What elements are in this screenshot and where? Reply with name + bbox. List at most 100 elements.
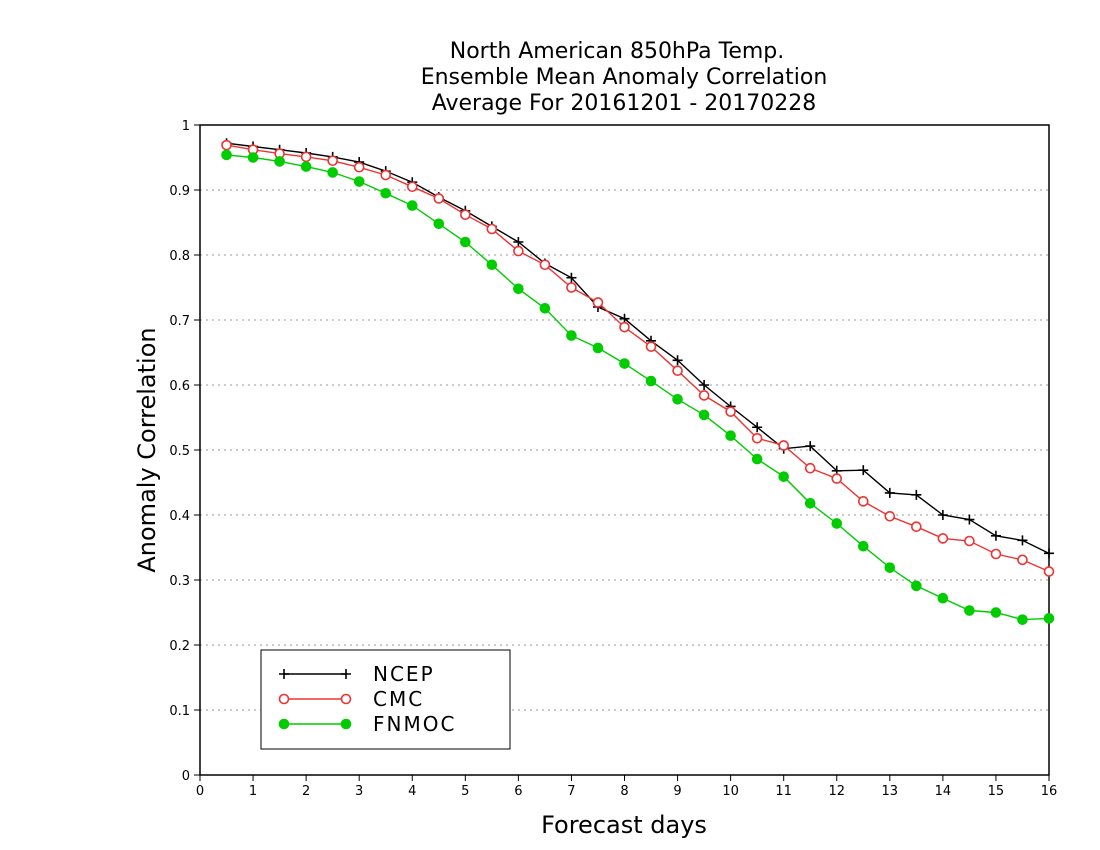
data-point-cmc bbox=[1043, 566, 1055, 577]
data-point-cmc bbox=[778, 440, 789, 451]
data-point-fnmoc bbox=[778, 471, 789, 482]
y-tick-label: 0.6 bbox=[169, 379, 190, 394]
y-tick-label: 0 bbox=[182, 769, 190, 784]
data-point-fnmoc bbox=[221, 149, 232, 161]
series-cmc bbox=[221, 139, 1055, 577]
x-tick-label: 5 bbox=[461, 784, 469, 799]
data-point-ncep bbox=[566, 272, 577, 283]
data-point-cmc bbox=[592, 297, 604, 308]
data-point-ncep bbox=[699, 380, 710, 390]
series-fnmoc bbox=[221, 149, 1055, 625]
y-tick-label: 0.9 bbox=[169, 184, 190, 199]
data-point-fnmoc bbox=[645, 375, 657, 387]
x-tick-label: 8 bbox=[620, 784, 628, 799]
data-point-fnmoc bbox=[831, 518, 843, 529]
series-ncep bbox=[221, 138, 1054, 559]
legend-label-fnmoc: FNMOC bbox=[373, 712, 456, 736]
data-point-ncep bbox=[513, 237, 524, 247]
y-ticks: 0 0.1 0.2 0.3 0.4 0.5 0.6 0.7 0.8 0.9 1 bbox=[169, 119, 200, 784]
data-point-ncep bbox=[752, 422, 763, 433]
data-point-fnmoc bbox=[751, 453, 763, 465]
x-tick-label: 10 bbox=[722, 784, 739, 799]
data-point-fnmoc bbox=[698, 409, 710, 421]
data-point-cmc bbox=[353, 161, 365, 173]
data-point-cmc bbox=[300, 151, 312, 163]
x-tick-label: 15 bbox=[988, 784, 1005, 799]
data-point-fnmoc bbox=[1017, 614, 1028, 625]
x-tick-label: 6 bbox=[514, 784, 522, 799]
data-point-fnmoc bbox=[725, 430, 736, 442]
y-axis-label: Anomaly Correlation bbox=[133, 327, 161, 572]
data-point-ncep bbox=[805, 441, 816, 452]
legend-marker-ncep bbox=[341, 669, 351, 679]
legend-label-ncep: NCEP bbox=[373, 662, 435, 686]
y-tick-label: 0.8 bbox=[169, 249, 190, 264]
legend-marker-fnmoc bbox=[340, 718, 352, 730]
x-tick-label: 2 bbox=[302, 784, 310, 799]
data-point-fnmoc bbox=[406, 200, 418, 211]
plot-frame bbox=[199, 124, 1050, 776]
legend-marker-cmc bbox=[340, 693, 352, 705]
data-point-fnmoc bbox=[380, 187, 392, 199]
data-point-cmc bbox=[751, 432, 763, 444]
x-tick-label: 3 bbox=[355, 784, 363, 799]
y-tick-label: 0.4 bbox=[169, 509, 190, 524]
chart-title: North American 850hPa Temp. Ensemble Mea… bbox=[421, 39, 828, 116]
data-point-cmc bbox=[221, 139, 232, 151]
y-tick-label: 0.7 bbox=[169, 314, 190, 329]
data-point-fnmoc bbox=[274, 156, 285, 167]
series-line-ncep bbox=[226, 142, 1050, 555]
x-tick-label: 11 bbox=[775, 784, 792, 799]
title-line-2: Ensemble Mean Anomaly Correlation bbox=[421, 65, 828, 90]
x-tick-label: 12 bbox=[828, 784, 845, 799]
title-line-1: North American 850hPa Temp. bbox=[450, 39, 785, 64]
data-point-cmc bbox=[433, 193, 445, 204]
data-point-cmc bbox=[513, 245, 524, 257]
data-point-ncep bbox=[1044, 548, 1054, 559]
grid-lines bbox=[200, 189, 1049, 711]
data-point-fnmoc bbox=[300, 161, 312, 172]
legend-item-cmc: CMC bbox=[278, 687, 422, 711]
data-point-cmc bbox=[804, 462, 816, 474]
data-point-fnmoc bbox=[353, 176, 365, 187]
data-point-ncep bbox=[964, 514, 975, 525]
data-point-cmc bbox=[857, 496, 869, 507]
data-point-ncep bbox=[672, 355, 683, 366]
legend-marker-fnmoc bbox=[278, 718, 290, 730]
data-point-ncep bbox=[911, 489, 922, 500]
data-point-cmc bbox=[460, 209, 471, 220]
data-point-fnmoc bbox=[619, 358, 630, 369]
data-point-ncep bbox=[937, 510, 948, 520]
x-tick-label: 7 bbox=[567, 784, 575, 799]
series-line-cmc bbox=[226, 144, 1050, 573]
x-tick-label: 0 bbox=[196, 784, 204, 799]
data-point-cmc bbox=[964, 535, 975, 547]
y-tick-label: 0.3 bbox=[169, 574, 190, 589]
x-tick-label: 14 bbox=[935, 784, 952, 799]
data-point-fnmoc bbox=[1043, 613, 1055, 624]
x-axis-label: Forecast days bbox=[541, 811, 707, 839]
x-ticks: 0 1 2 3 4 5 6 7 8 9 10 11 12 13 14 15 16 bbox=[196, 775, 1057, 799]
x-tick-label: 1 bbox=[249, 784, 257, 799]
data-point-fnmoc bbox=[247, 152, 259, 163]
data-point-fnmoc bbox=[433, 218, 445, 230]
data-point-cmc bbox=[725, 406, 736, 417]
data-point-fnmoc bbox=[937, 592, 949, 604]
series-line-fnmoc bbox=[226, 154, 1050, 621]
data-point-cmc bbox=[645, 341, 657, 352]
data-point-cmc bbox=[698, 390, 710, 401]
data-point-fnmoc bbox=[804, 498, 816, 509]
title-line-3: Average For 20161201 - 20170228 bbox=[432, 91, 817, 116]
data-point-fnmoc bbox=[486, 259, 498, 271]
legend-item-fnmoc: FNMOC bbox=[278, 712, 456, 736]
legend-marker-cmc bbox=[278, 693, 290, 705]
data-point-fnmoc bbox=[513, 283, 524, 295]
data-point-cmc bbox=[884, 510, 896, 522]
data-point-cmc bbox=[486, 223, 498, 235]
data-point-fnmoc bbox=[460, 236, 471, 248]
y-tick-label: 1 bbox=[182, 119, 190, 134]
data-point-fnmoc bbox=[672, 394, 683, 405]
data-point-fnmoc bbox=[592, 342, 604, 354]
data-point-ncep bbox=[858, 465, 869, 476]
